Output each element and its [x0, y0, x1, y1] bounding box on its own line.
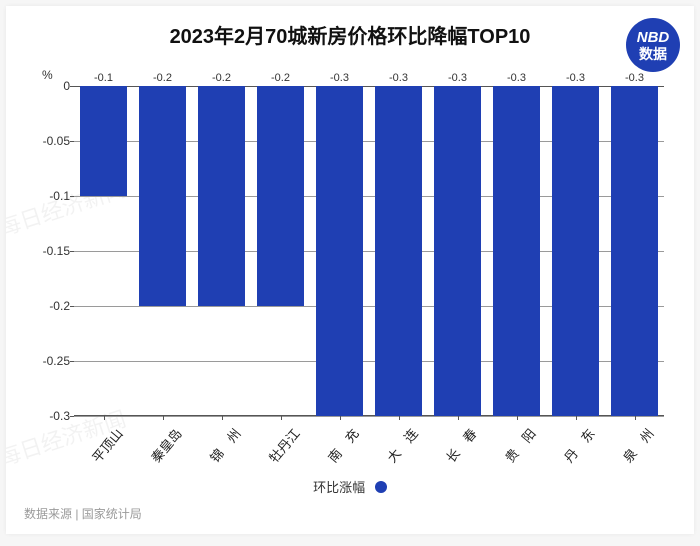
x-tick-mark: [104, 416, 105, 420]
logo-line2: 数据: [639, 47, 667, 61]
bar-value-label: -0.2: [212, 72, 231, 84]
bar-value-label: -0.3: [566, 72, 585, 84]
legend-label: 环比涨幅: [313, 480, 365, 495]
y-tick-label: -0.15: [30, 244, 70, 258]
bar-value-label: -0.2: [271, 72, 290, 84]
y-tick-mark: [70, 361, 74, 362]
bar-value-label: -0.3: [389, 72, 408, 84]
x-tick-mark: [576, 416, 577, 420]
bar-value-label: -0.3: [507, 72, 526, 84]
x-tick-mark: [281, 416, 282, 420]
y-tick-label: -0.3: [30, 409, 70, 423]
x-tick-mark: [517, 416, 518, 420]
y-tick-mark: [70, 251, 74, 252]
bar: [434, 86, 481, 416]
legend: 环比涨幅: [6, 477, 694, 496]
bar: [493, 86, 540, 416]
y-tick-label: -0.2: [30, 299, 70, 313]
bar: [375, 86, 422, 416]
logo-line1: NBD: [637, 30, 670, 45]
y-tick-label: -0.25: [30, 354, 70, 368]
y-tick-mark: [70, 86, 74, 87]
bar: [80, 86, 127, 196]
bar: [139, 86, 186, 306]
chart-title: 2023年2月70城新房价格环比降幅TOP10: [6, 20, 694, 49]
nbd-logo: NBD 数据: [626, 18, 680, 72]
x-tick-mark: [222, 416, 223, 420]
bar: [611, 86, 658, 416]
bar-value-label: -0.3: [330, 72, 349, 84]
chart-card: 每日经济新闻 每日经济新闻 2023年2月70城新房价格环比降幅TOP10 NB…: [6, 6, 694, 534]
bar: [552, 86, 599, 416]
legend-swatch: [375, 481, 387, 493]
plot-area: % 0-0.05-0.1-0.15-0.2-0.25-0.3-0.1平顶山-0.…: [74, 86, 664, 416]
bar-value-label: -0.3: [625, 72, 644, 84]
x-tick-mark: [340, 416, 341, 420]
x-tick-label: 牡丹江: [258, 424, 303, 473]
y-tick-mark: [70, 416, 74, 417]
y-tick-mark: [70, 196, 74, 197]
bar: [316, 86, 363, 416]
x-tick-mark: [458, 416, 459, 420]
y-tick-mark: [70, 306, 74, 307]
y-tick-label: -0.05: [30, 134, 70, 148]
x-tick-label: 锦 州: [199, 424, 244, 473]
data-source: 数据来源 | 国家统计局: [24, 505, 142, 522]
x-tick-label: 大 连: [376, 424, 421, 473]
y-tick-mark: [70, 141, 74, 142]
x-tick-mark: [635, 416, 636, 420]
x-tick-mark: [399, 416, 400, 420]
x-tick-label: 平顶山: [81, 424, 126, 473]
x-tick-label: 泉 州: [612, 424, 657, 473]
x-tick-mark: [163, 416, 164, 420]
x-tick-label: 南 充: [317, 424, 362, 473]
x-tick-label: 秦皇岛: [140, 424, 185, 473]
x-tick-label: 贵 阳: [494, 424, 539, 473]
bar-value-label: -0.1: [94, 72, 113, 84]
bar-value-label: -0.2: [153, 72, 172, 84]
bar: [198, 86, 245, 306]
x-tick-label: 长 春: [435, 424, 480, 473]
y-tick-label: 0: [30, 79, 70, 93]
x-tick-label: 丹 东: [553, 424, 598, 473]
bar-value-label: -0.3: [448, 72, 467, 84]
bar: [257, 86, 304, 306]
y-tick-label: -0.1: [30, 189, 70, 203]
